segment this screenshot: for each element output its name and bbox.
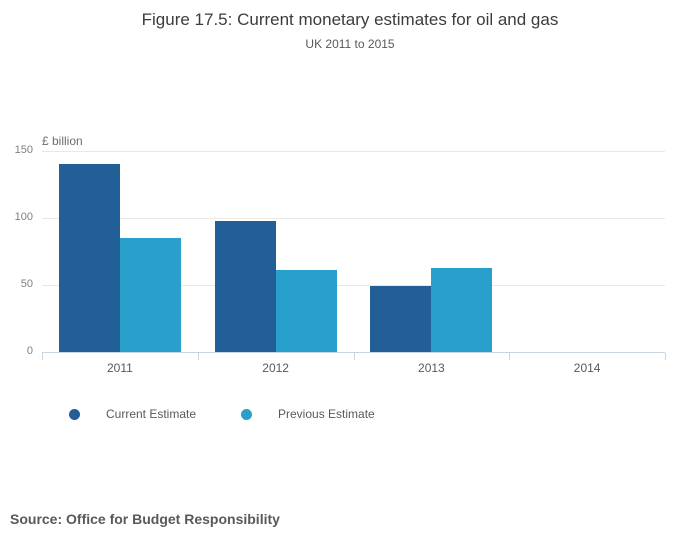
- bar-previous-estimate-2012[interactable]: [275, 270, 337, 352]
- gridline: [42, 285, 665, 286]
- bar-current-estimate-2013[interactable]: [370, 286, 432, 352]
- x-axis-tick: [353, 353, 355, 360]
- legend-dot-current-estimate: [69, 408, 80, 420]
- y-axis-tick-label: 100: [14, 211, 33, 223]
- legend-item-previous-estimate[interactable]: Previous Estimate: [241, 407, 375, 421]
- gridline: [42, 151, 665, 152]
- bar-current-estimate-2012[interactable]: [214, 220, 276, 352]
- bar-previous-estimate-2013[interactable]: [431, 267, 493, 352]
- x-axis-label-2013: 2013: [418, 361, 445, 375]
- x-axis-tick: [665, 353, 666, 360]
- x-axis-tick: [197, 353, 199, 360]
- bar-current-estimate-2011[interactable]: [58, 164, 120, 352]
- x-axis-label-2011: 2011: [106, 361, 133, 375]
- legend-item-current-estimate[interactable]: Current Estimate: [69, 407, 196, 421]
- x-axis-label-2012: 2012: [262, 361, 289, 375]
- y-axis-tick-label: 0: [26, 345, 33, 357]
- y-axis-unit-label: £ billion: [42, 134, 83, 148]
- legend-label-current-estimate: Current Estimate: [106, 407, 197, 421]
- y-axis-tick-label: 50: [20, 278, 33, 290]
- legend-dot-previous-estimate: [241, 408, 252, 420]
- x-axis-line: [42, 352, 665, 353]
- chart-subtitle: UK 2011 to 2015: [305, 37, 395, 51]
- y-axis-tick-label: 150: [14, 144, 33, 156]
- legend-label-previous-estimate: Previous Estimate: [278, 407, 375, 421]
- bar-previous-estimate-2011[interactable]: [119, 238, 181, 352]
- source-attribution: Source: Office for Budget Responsibility: [10, 511, 280, 527]
- x-axis-tick: [42, 353, 43, 360]
- chart-title: Figure 17.5: Current monetary estimates …: [141, 10, 559, 29]
- x-axis-tick: [509, 353, 511, 360]
- x-axis-label-2014: 2014: [573, 361, 601, 375]
- gridline: [42, 218, 665, 219]
